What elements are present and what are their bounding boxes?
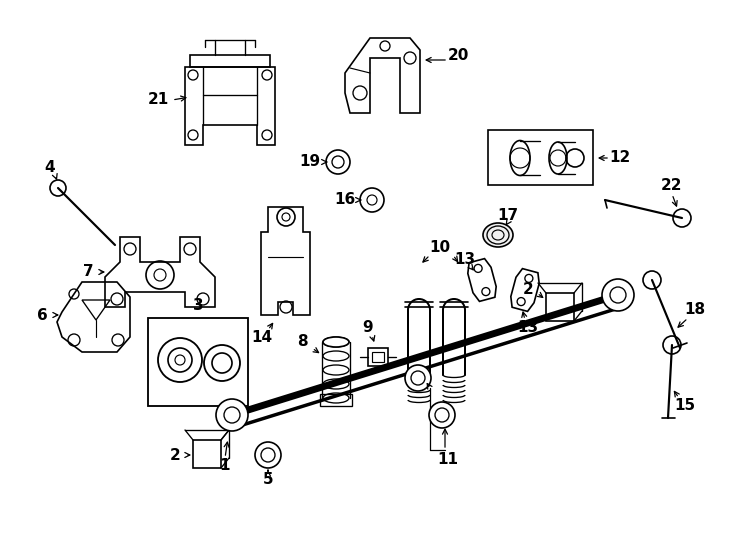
Text: 9: 9 bbox=[363, 321, 374, 335]
Text: 16: 16 bbox=[335, 192, 356, 207]
Circle shape bbox=[429, 402, 455, 428]
Bar bbox=[372, 352, 384, 362]
Circle shape bbox=[216, 399, 248, 431]
Bar bbox=[148, 318, 248, 406]
Text: 14: 14 bbox=[252, 330, 272, 346]
Text: 7: 7 bbox=[83, 265, 93, 280]
Circle shape bbox=[405, 365, 431, 391]
Text: 4: 4 bbox=[45, 160, 55, 176]
Text: 3: 3 bbox=[193, 298, 203, 313]
Text: 21: 21 bbox=[148, 92, 169, 107]
Ellipse shape bbox=[323, 337, 349, 347]
Text: 2: 2 bbox=[523, 282, 534, 298]
Text: 18: 18 bbox=[684, 302, 705, 318]
Text: 5: 5 bbox=[263, 472, 273, 488]
Ellipse shape bbox=[483, 223, 513, 247]
Bar bbox=[488, 130, 593, 185]
Text: 20: 20 bbox=[447, 48, 469, 63]
Text: 2: 2 bbox=[170, 448, 181, 462]
Text: 12: 12 bbox=[609, 151, 631, 165]
Text: 10: 10 bbox=[429, 240, 451, 255]
Text: 15: 15 bbox=[675, 397, 696, 413]
Circle shape bbox=[255, 442, 281, 468]
Text: 13: 13 bbox=[454, 253, 476, 267]
Text: 1: 1 bbox=[219, 457, 230, 472]
Bar bbox=[368, 348, 388, 366]
Text: 13: 13 bbox=[517, 321, 539, 335]
Text: 11: 11 bbox=[437, 453, 459, 468]
Text: 17: 17 bbox=[498, 207, 518, 222]
Text: 19: 19 bbox=[299, 154, 321, 170]
Circle shape bbox=[602, 279, 634, 311]
Text: 22: 22 bbox=[661, 178, 683, 192]
Text: 6: 6 bbox=[37, 307, 48, 322]
Text: 8: 8 bbox=[297, 334, 308, 349]
